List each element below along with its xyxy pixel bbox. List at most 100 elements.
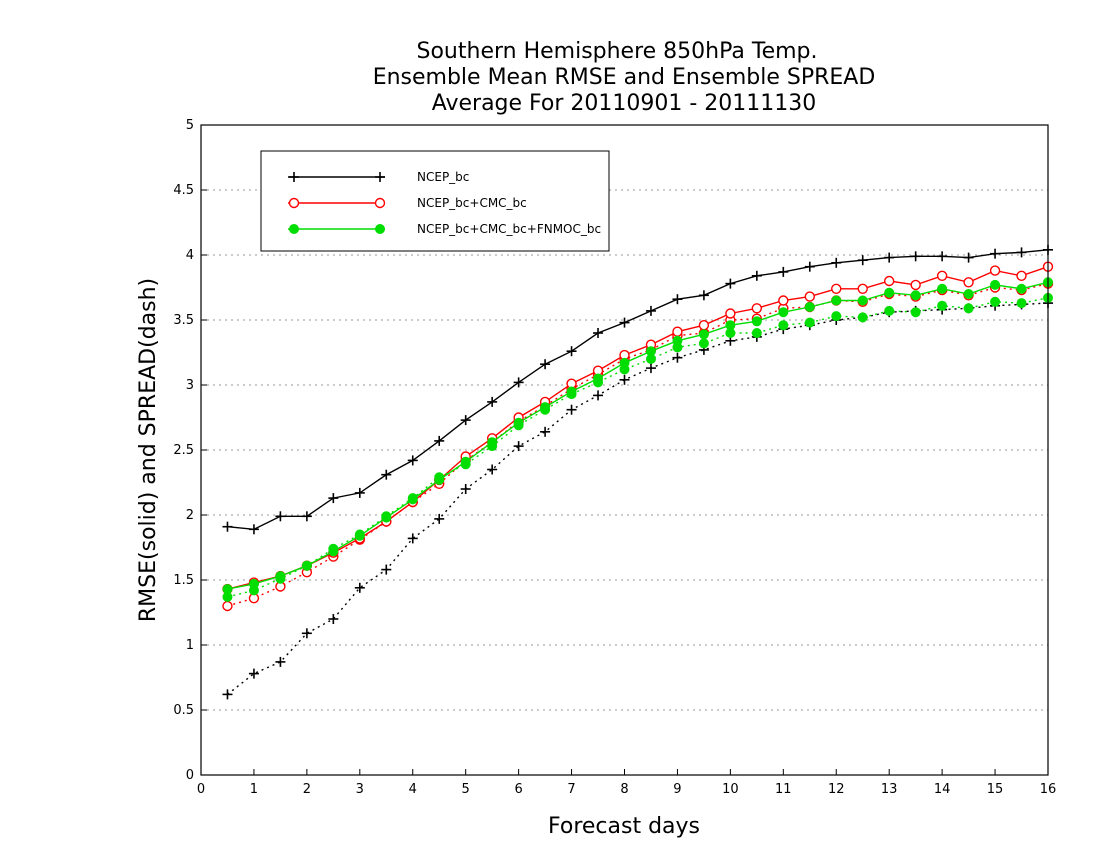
rmse-point (619, 317, 630, 328)
rmse-point (248, 578, 259, 589)
rmse-point (222, 584, 233, 595)
spread-line (227, 282, 1049, 607)
spread-point (884, 305, 895, 316)
rmse-point (910, 290, 921, 301)
rmse-point (354, 487, 365, 498)
rmse-point (698, 290, 709, 301)
spread-point (831, 311, 842, 322)
rmse-point (725, 308, 736, 319)
rmse-point (778, 307, 789, 318)
x-tick-label: 12 (828, 782, 845, 797)
y-tick-label: 4 (186, 248, 194, 263)
x-tick-label: 15 (987, 782, 1004, 797)
spread-point (672, 352, 683, 363)
spread-point (804, 317, 815, 328)
rmse-point (645, 305, 656, 316)
x-tick-label: 6 (514, 782, 522, 797)
rmse-point (672, 294, 683, 305)
rmse-point (857, 255, 868, 266)
spread-point (407, 533, 418, 544)
x-tick-label: 9 (673, 782, 681, 797)
rmse-point (513, 377, 524, 388)
rmse-point (937, 251, 948, 262)
x-tick-label: 11 (775, 782, 792, 797)
legend-marker (375, 224, 385, 234)
legend-marker (288, 197, 300, 209)
y-tick-label: 3 (186, 378, 194, 393)
rmse-point (831, 283, 842, 294)
rmse-point (990, 279, 1001, 290)
series-1 (222, 244, 1053, 700)
series-3 (222, 277, 1053, 602)
legend-marker (374, 197, 386, 209)
legend-label: NCEP_bc (417, 170, 469, 184)
rmse-point (1016, 283, 1027, 294)
rmse-point (407, 494, 418, 505)
x-tick-label: 1 (250, 782, 258, 797)
rmse-point (672, 335, 683, 346)
spread-point (778, 320, 789, 331)
x-axis-title: Forecast days (548, 814, 700, 839)
rmse-point (990, 248, 1001, 259)
rmse-point (884, 287, 895, 298)
y-tick-label: 1 (186, 638, 194, 653)
rmse-point (778, 295, 789, 306)
legend-item: NCEP_bc+CMC_bc (288, 196, 527, 210)
rmse-point (275, 511, 286, 522)
y-tick-label: 5 (186, 118, 194, 133)
rmse-point (566, 346, 577, 357)
y-tick-label: 1.5 (173, 573, 194, 588)
rmse-point (883, 275, 895, 287)
rmse-point (778, 266, 789, 277)
spread-point (301, 628, 312, 639)
chart-title-line-3: Average For 20110901 - 20111130 (432, 91, 817, 116)
plot-frame (200, 124, 1049, 776)
legend-item: NCEP_bc (288, 170, 469, 184)
x-tick-label: 4 (409, 782, 417, 797)
legend-marker (375, 172, 385, 182)
spread-point (566, 404, 577, 415)
spread-point (354, 582, 365, 593)
spread-point (513, 441, 524, 452)
rmse-point (963, 252, 974, 263)
rmse-point (831, 295, 842, 306)
y-tick-label: 2.5 (173, 443, 194, 458)
spread-point (248, 668, 259, 679)
spread-point (381, 564, 392, 575)
rmse-point (645, 346, 656, 357)
spread-point (857, 312, 868, 323)
rmse-point (751, 316, 762, 327)
spread-point (487, 464, 498, 475)
spread-point (222, 600, 233, 612)
rmse-point (831, 257, 842, 268)
spread-point (619, 374, 630, 385)
rmse-point (910, 279, 921, 291)
y-tick-label: 0 (186, 768, 194, 783)
spread-line (227, 302, 1049, 695)
spread-point (1016, 298, 1027, 309)
x-tick-label: 5 (462, 782, 470, 797)
rmse-point (698, 320, 710, 331)
x-tick-label: 14 (934, 782, 951, 797)
rmse-point (301, 560, 312, 571)
spread-point (222, 689, 233, 700)
rmse-point (751, 303, 763, 314)
spread-point (751, 328, 762, 338)
x-tick-label: 2 (303, 782, 311, 797)
rmse-point (407, 455, 418, 466)
rmse-point (540, 402, 551, 413)
legend-label: NCEP_bc+CMC_bc (417, 196, 527, 210)
chart-title: Southern Hemisphere 850hPa Temp. Ensembl… (373, 39, 876, 116)
x-tick-label: 10 (722, 782, 739, 797)
rmse-point (884, 252, 895, 263)
y-axis-title: RMSE(solid) and SPREAD(dash) (136, 278, 161, 622)
spread-point (275, 656, 286, 667)
legend: NCEP_bc NCEP_bc+CMC_bc NCEP_bc+CMC_bc+FNMO… (260, 150, 610, 252)
legend-marker (289, 172, 299, 182)
spread-point (645, 363, 656, 374)
rmse-point (963, 277, 974, 288)
rmse-point (698, 329, 709, 340)
rmse-point (540, 359, 551, 370)
rmse-point (460, 456, 471, 467)
